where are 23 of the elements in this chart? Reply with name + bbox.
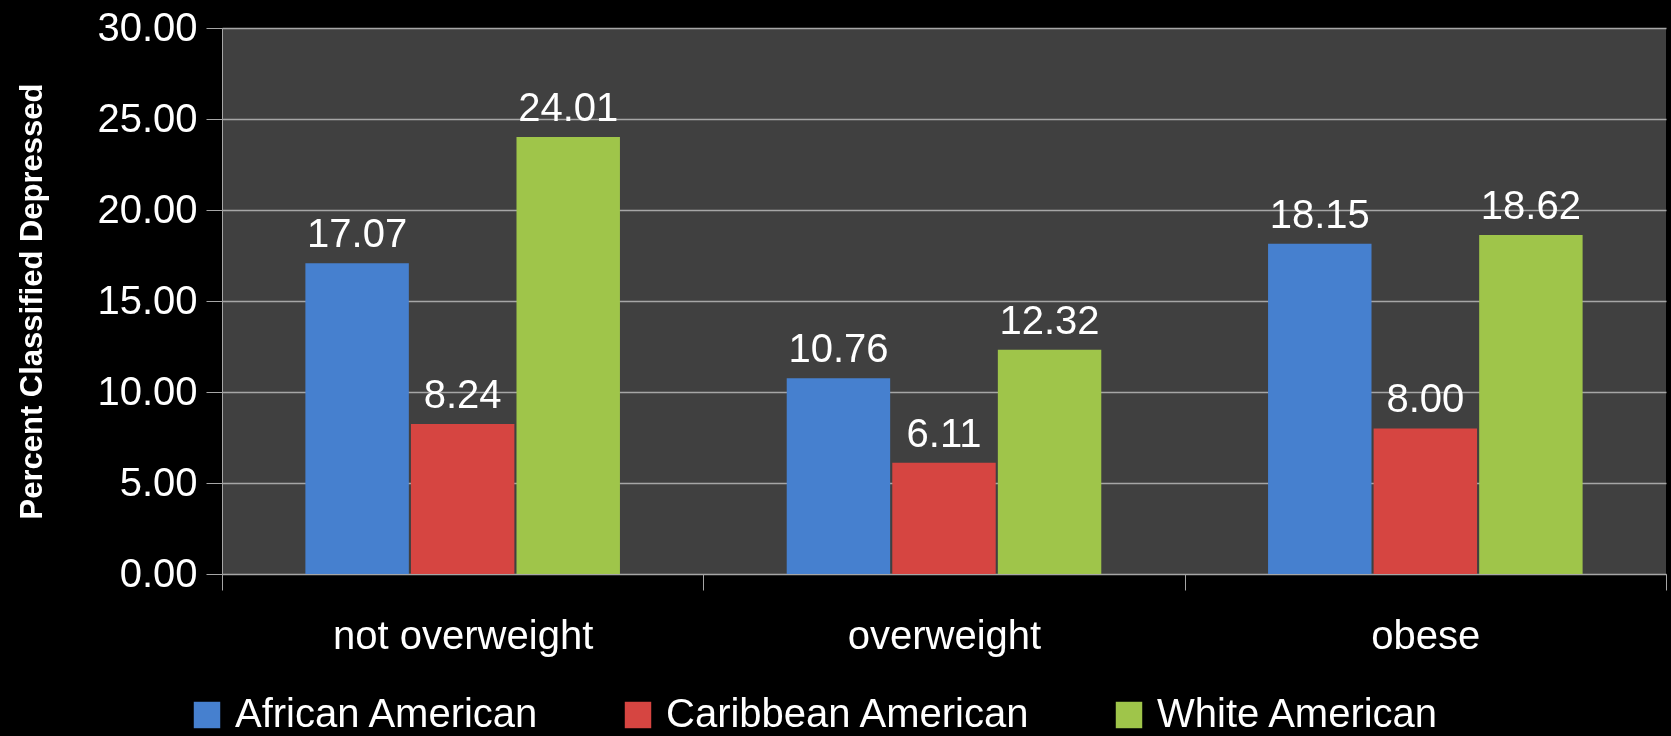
data-label: 18.15: [1269, 191, 1370, 236]
x-tick-label: overweight: [847, 612, 1042, 657]
legend-label: African American: [235, 691, 538, 735]
y-tick-label: 5.00: [119, 459, 198, 504]
y-axis-title: Percent Classified Depressed: [13, 83, 49, 520]
y-tick-label: 10.00: [97, 368, 198, 413]
x-tick-label: obese: [1371, 612, 1481, 657]
data-label: 18.62: [1480, 183, 1581, 228]
data-label: 12.32: [999, 297, 1100, 342]
legend-label: Caribbean American: [666, 691, 1029, 735]
y-tick-label: 20.00: [97, 186, 198, 231]
data-label: 24.01: [518, 85, 619, 130]
data-label: 10.76: [788, 326, 889, 371]
y-tick-label: 15.00: [97, 277, 198, 322]
data-label: 6.11: [906, 410, 982, 455]
data-label: 17.07: [307, 211, 408, 256]
y-tick-label: 25.00: [97, 95, 198, 140]
data-label: 8.00: [1386, 376, 1465, 421]
y-tick-label: 0.00: [119, 550, 198, 595]
legend-label: White American: [1157, 691, 1438, 735]
y-tick-label: 30.00: [97, 4, 198, 49]
data-label: 8.24: [423, 372, 502, 417]
x-tick-label: not overweight: [333, 612, 594, 657]
